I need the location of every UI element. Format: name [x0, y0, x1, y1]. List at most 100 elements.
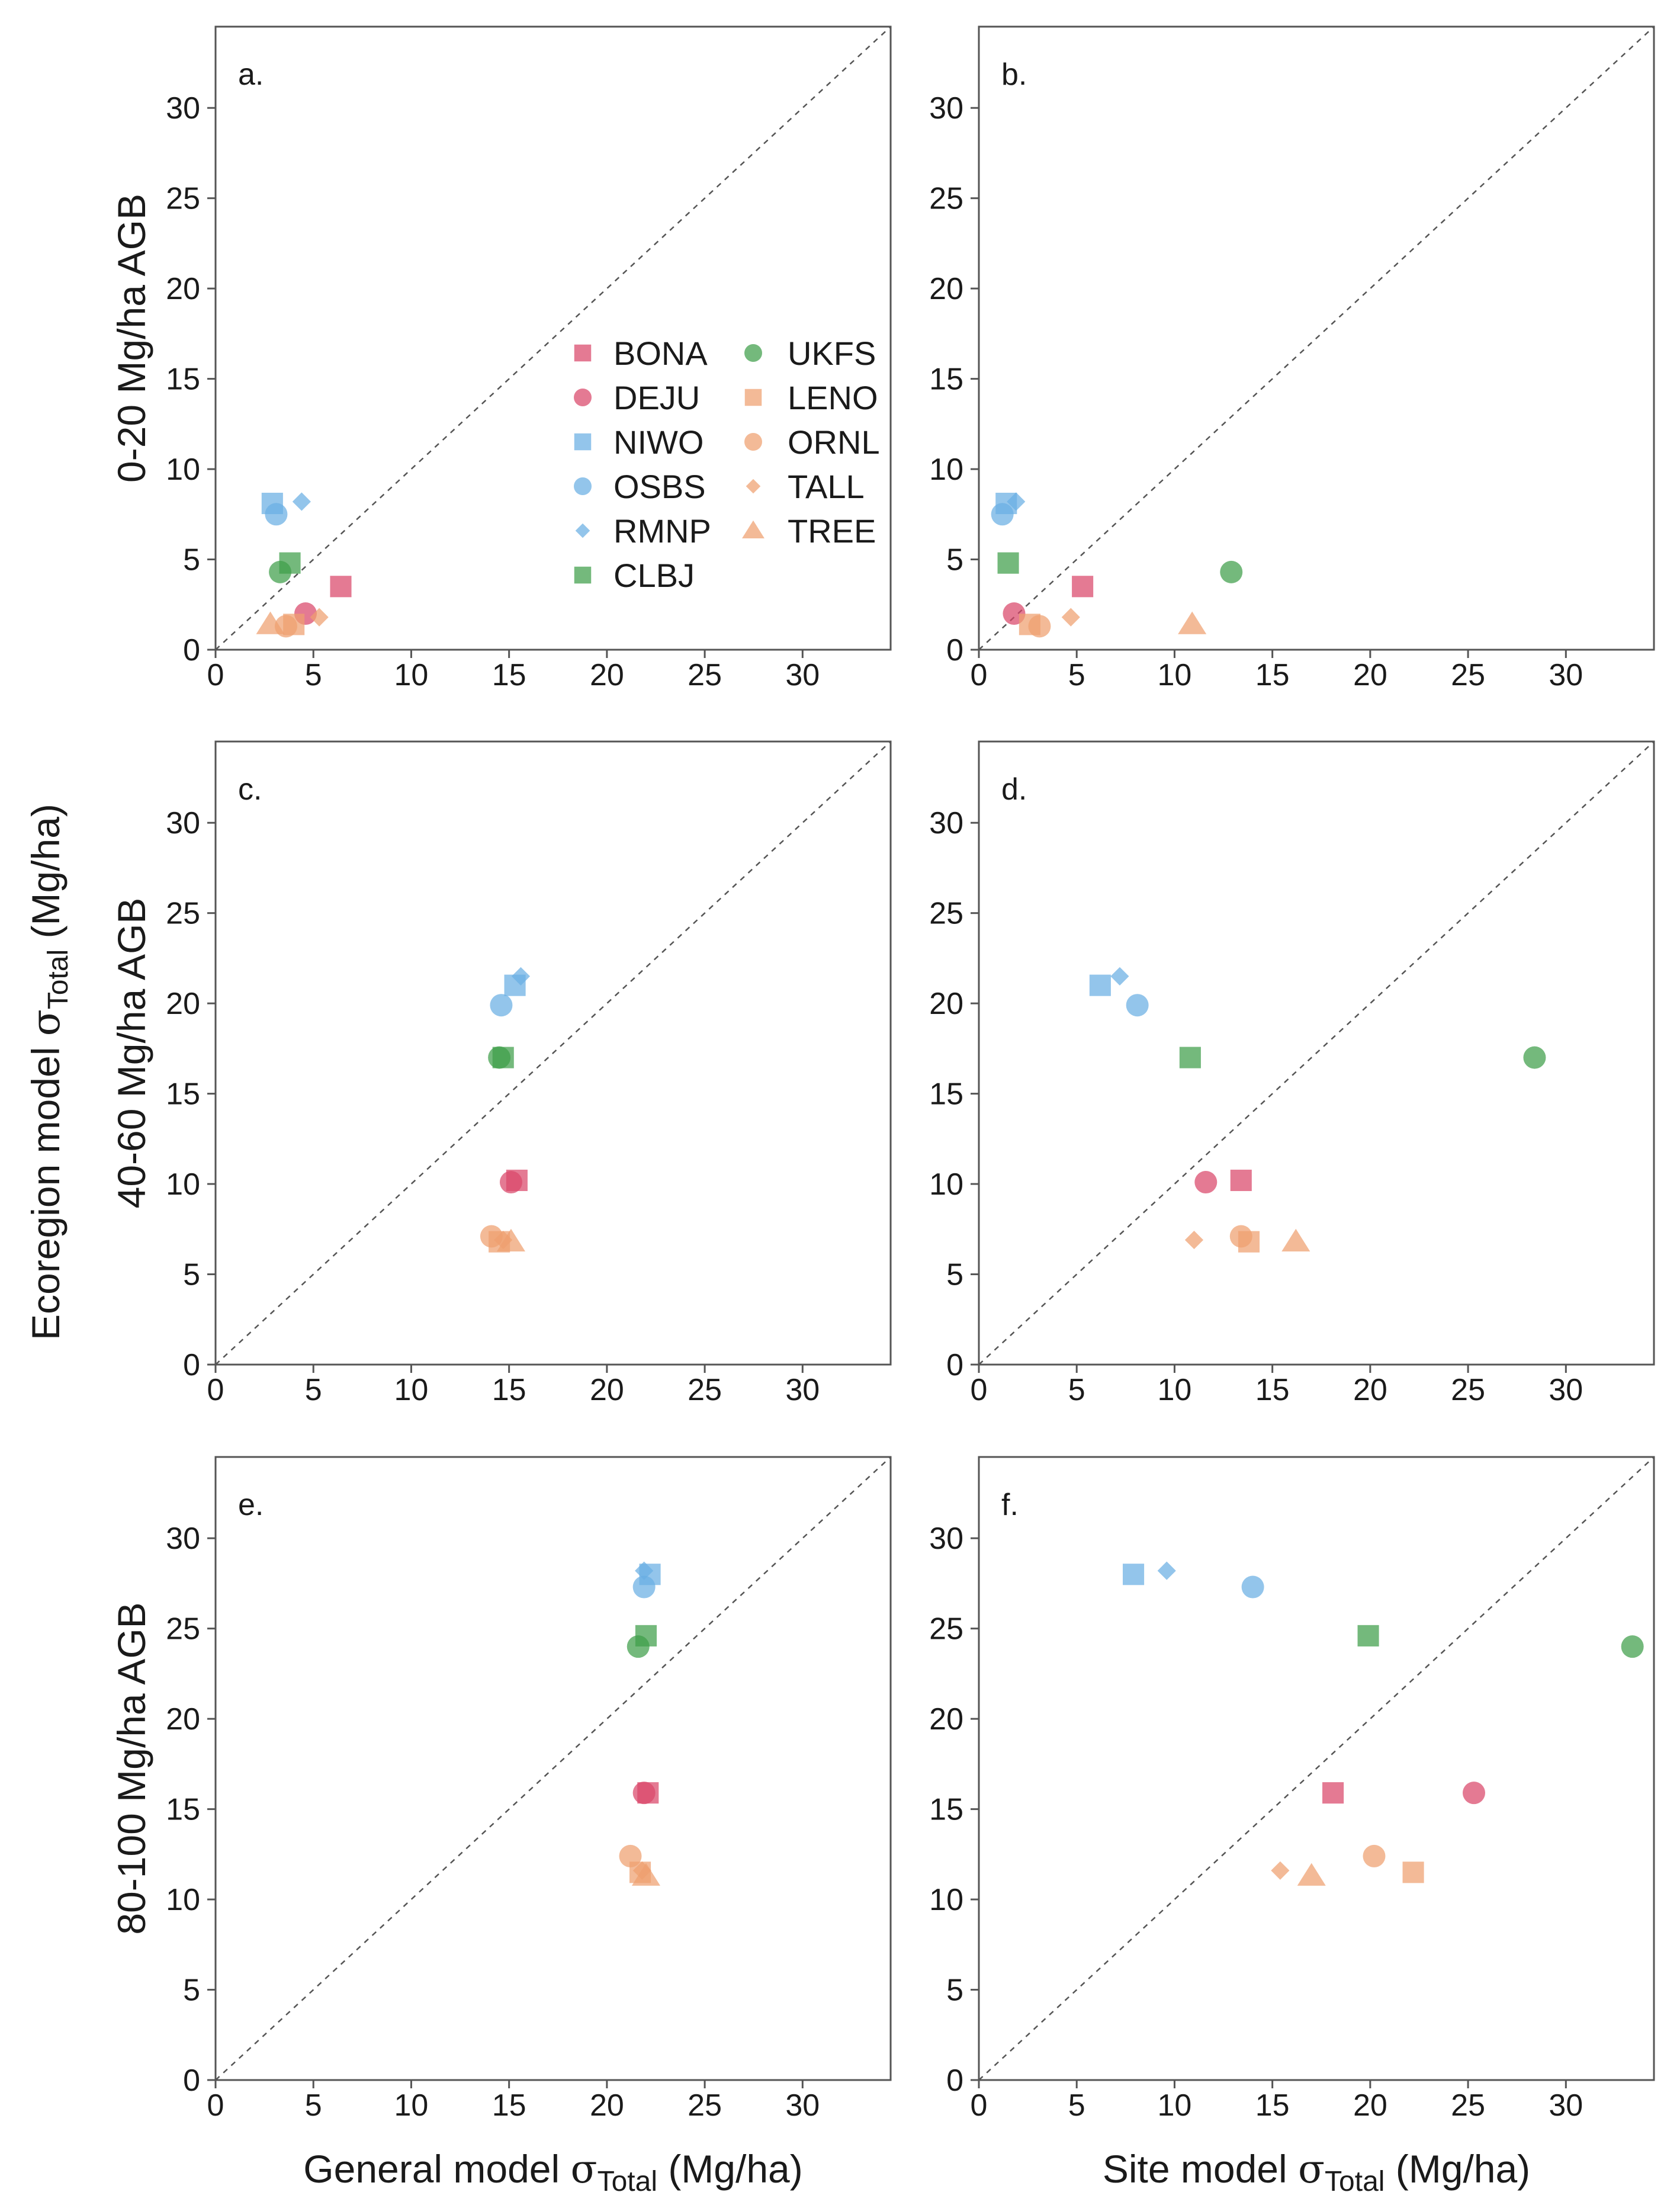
x-tick-label: 10	[394, 658, 429, 692]
point-clbj	[1179, 1047, 1201, 1068]
point-tall	[1271, 1861, 1290, 1880]
one-to-one-line	[215, 26, 891, 650]
legend-label-niwo: NIWO	[613, 423, 704, 461]
point-rmnp	[1157, 1561, 1176, 1580]
x-tick-label: 5	[305, 658, 322, 692]
axis-title-suffix: (Mg/ha)	[24, 804, 68, 949]
panel-a: 00 5 5 10 10 15 15 20 20 25 25 30 30 a.	[166, 25, 892, 692]
x-tick-label: 0	[971, 1373, 988, 1407]
panel-d: 00 5 5 10 10 15 15 20 20 25 25 30 30 d.	[929, 740, 1655, 1407]
panel-frame	[978, 740, 1655, 1366]
x-tick-label: 15	[1255, 2088, 1290, 2123]
y-tick-label: 25	[929, 1612, 963, 1646]
one-to-one-line	[978, 741, 1655, 1365]
y-tick-label: 5	[946, 543, 963, 577]
y-tick-label: 30	[929, 806, 963, 840]
point-deju	[499, 1171, 522, 1194]
x-tick-label: 0	[207, 658, 224, 692]
panel-letter: d.	[1001, 772, 1027, 807]
point-tall	[1061, 608, 1080, 627]
legend-label-ornl: ORNL	[788, 423, 880, 461]
x-tick-label: 30	[785, 658, 820, 692]
legend-marker-leno	[744, 389, 762, 406]
legend-marker-tree	[742, 520, 764, 538]
x-tick-label: 25	[1451, 1373, 1485, 1407]
y-tick-label: 25	[929, 897, 963, 931]
y-tick-label: 5	[946, 1258, 963, 1292]
x-tick-label: 0	[971, 2088, 988, 2123]
one-to-one-line	[215, 1456, 891, 2081]
y-tick-label: 0	[946, 633, 963, 667]
x-tick-label: 30	[1549, 1373, 1583, 1407]
point-osbs	[1241, 1575, 1264, 1599]
axis-title-sigma: σ	[1298, 2146, 1325, 2192]
point-ukfs	[269, 560, 292, 583]
legend-marker-tall	[746, 479, 761, 494]
legend-marker-ornl	[744, 433, 762, 451]
x-tick-label: 30	[785, 1373, 820, 1407]
panel-frame	[214, 1456, 892, 2081]
y-axis-title: Ecoregion model σTotal (Mg/ha)	[23, 804, 74, 1340]
point-rmnp	[635, 1561, 654, 1580]
y-tick-label: 25	[166, 182, 200, 216]
x-tick-label: 25	[688, 658, 722, 692]
x-tick-label: 5	[1068, 658, 1085, 692]
x-tick-label: 10	[1158, 1373, 1192, 1407]
point-tall	[1184, 1231, 1204, 1250]
x-tick-label: 30	[1549, 2088, 1583, 2123]
panel-letter: f.	[1001, 1488, 1019, 1522]
point-niwo	[1122, 1564, 1145, 1585]
axis-title-prefix: Ecoregion model	[24, 1036, 68, 1340]
x-tick-label: 0	[207, 2088, 224, 2123]
x-tick-label: 30	[1549, 658, 1583, 692]
x-tick-label: 20	[590, 658, 624, 692]
point-ornl	[1229, 1225, 1252, 1248]
point-bona	[1322, 1782, 1344, 1804]
y-tick-label: 30	[929, 91, 963, 126]
x-axis-title-site: Site model σTotal (Mg/ha)	[1103, 2146, 1530, 2197]
point-niwo	[1089, 974, 1111, 996]
y-tick-label: 30	[166, 806, 200, 840]
y-tick-label: 30	[929, 1522, 963, 1556]
y-tick-label: 15	[929, 1793, 963, 1827]
y-tick-label: 5	[183, 543, 200, 577]
x-tick-label: 20	[590, 2088, 624, 2123]
y-tick-label: 10	[929, 1167, 963, 1202]
panel-c: 00 5 5 10 10 15 15 20 20 25 25 30 30 c.	[166, 740, 892, 1407]
x-tick-label: 25	[688, 2088, 722, 2123]
panel-letter: b.	[1001, 57, 1027, 92]
point-tree	[1297, 1863, 1326, 1886]
point-osbs	[1126, 994, 1149, 1017]
legend-marker-clbj	[574, 566, 592, 584]
panel-letter: a.	[238, 57, 264, 92]
legend-label-deju: DEJU	[613, 379, 700, 416]
row-label: 40-60 Mg/ha AGB	[110, 898, 153, 1209]
axis-title-subscript: Total	[1325, 2166, 1385, 2197]
x-tick-label: 25	[1451, 658, 1485, 692]
point-tall	[310, 608, 329, 627]
y-tick-label: 20	[929, 272, 963, 306]
point-rmnp	[1110, 967, 1129, 986]
legend-marker-rmnp	[575, 523, 590, 538]
point-osbs	[265, 503, 288, 526]
point-ukfs	[488, 1046, 511, 1069]
x-axis-title-general: General model σTotal (Mg/ha)	[303, 2146, 802, 2197]
legend-label-bona: BONA	[613, 335, 708, 372]
legend-marker-osbs	[574, 477, 592, 495]
point-deju	[1194, 1171, 1218, 1194]
y-tick-label: 0	[183, 2063, 200, 2098]
axis-title-suffix: (Mg/ha)	[657, 2147, 803, 2191]
x-tick-label: 10	[394, 2088, 429, 2123]
axis-title-subscript: Total	[43, 949, 74, 1009]
legend-marker-niwo	[574, 433, 592, 451]
y-tick-label: 20	[166, 1702, 200, 1737]
legend-label-tall: TALL	[788, 468, 865, 505]
legend-marker-bona	[574, 344, 592, 362]
y-tick-label: 20	[166, 987, 200, 1021]
y-tick-label: 5	[183, 1973, 200, 2008]
legend: BONA DEJU NIWO OSBS RMNP CLBJ UKFS LENO ORNL TALL…	[574, 335, 880, 594]
x-tick-label: 10	[394, 1373, 429, 1407]
x-tick-label: 5	[305, 1373, 322, 1407]
one-to-one-line	[215, 741, 891, 1365]
